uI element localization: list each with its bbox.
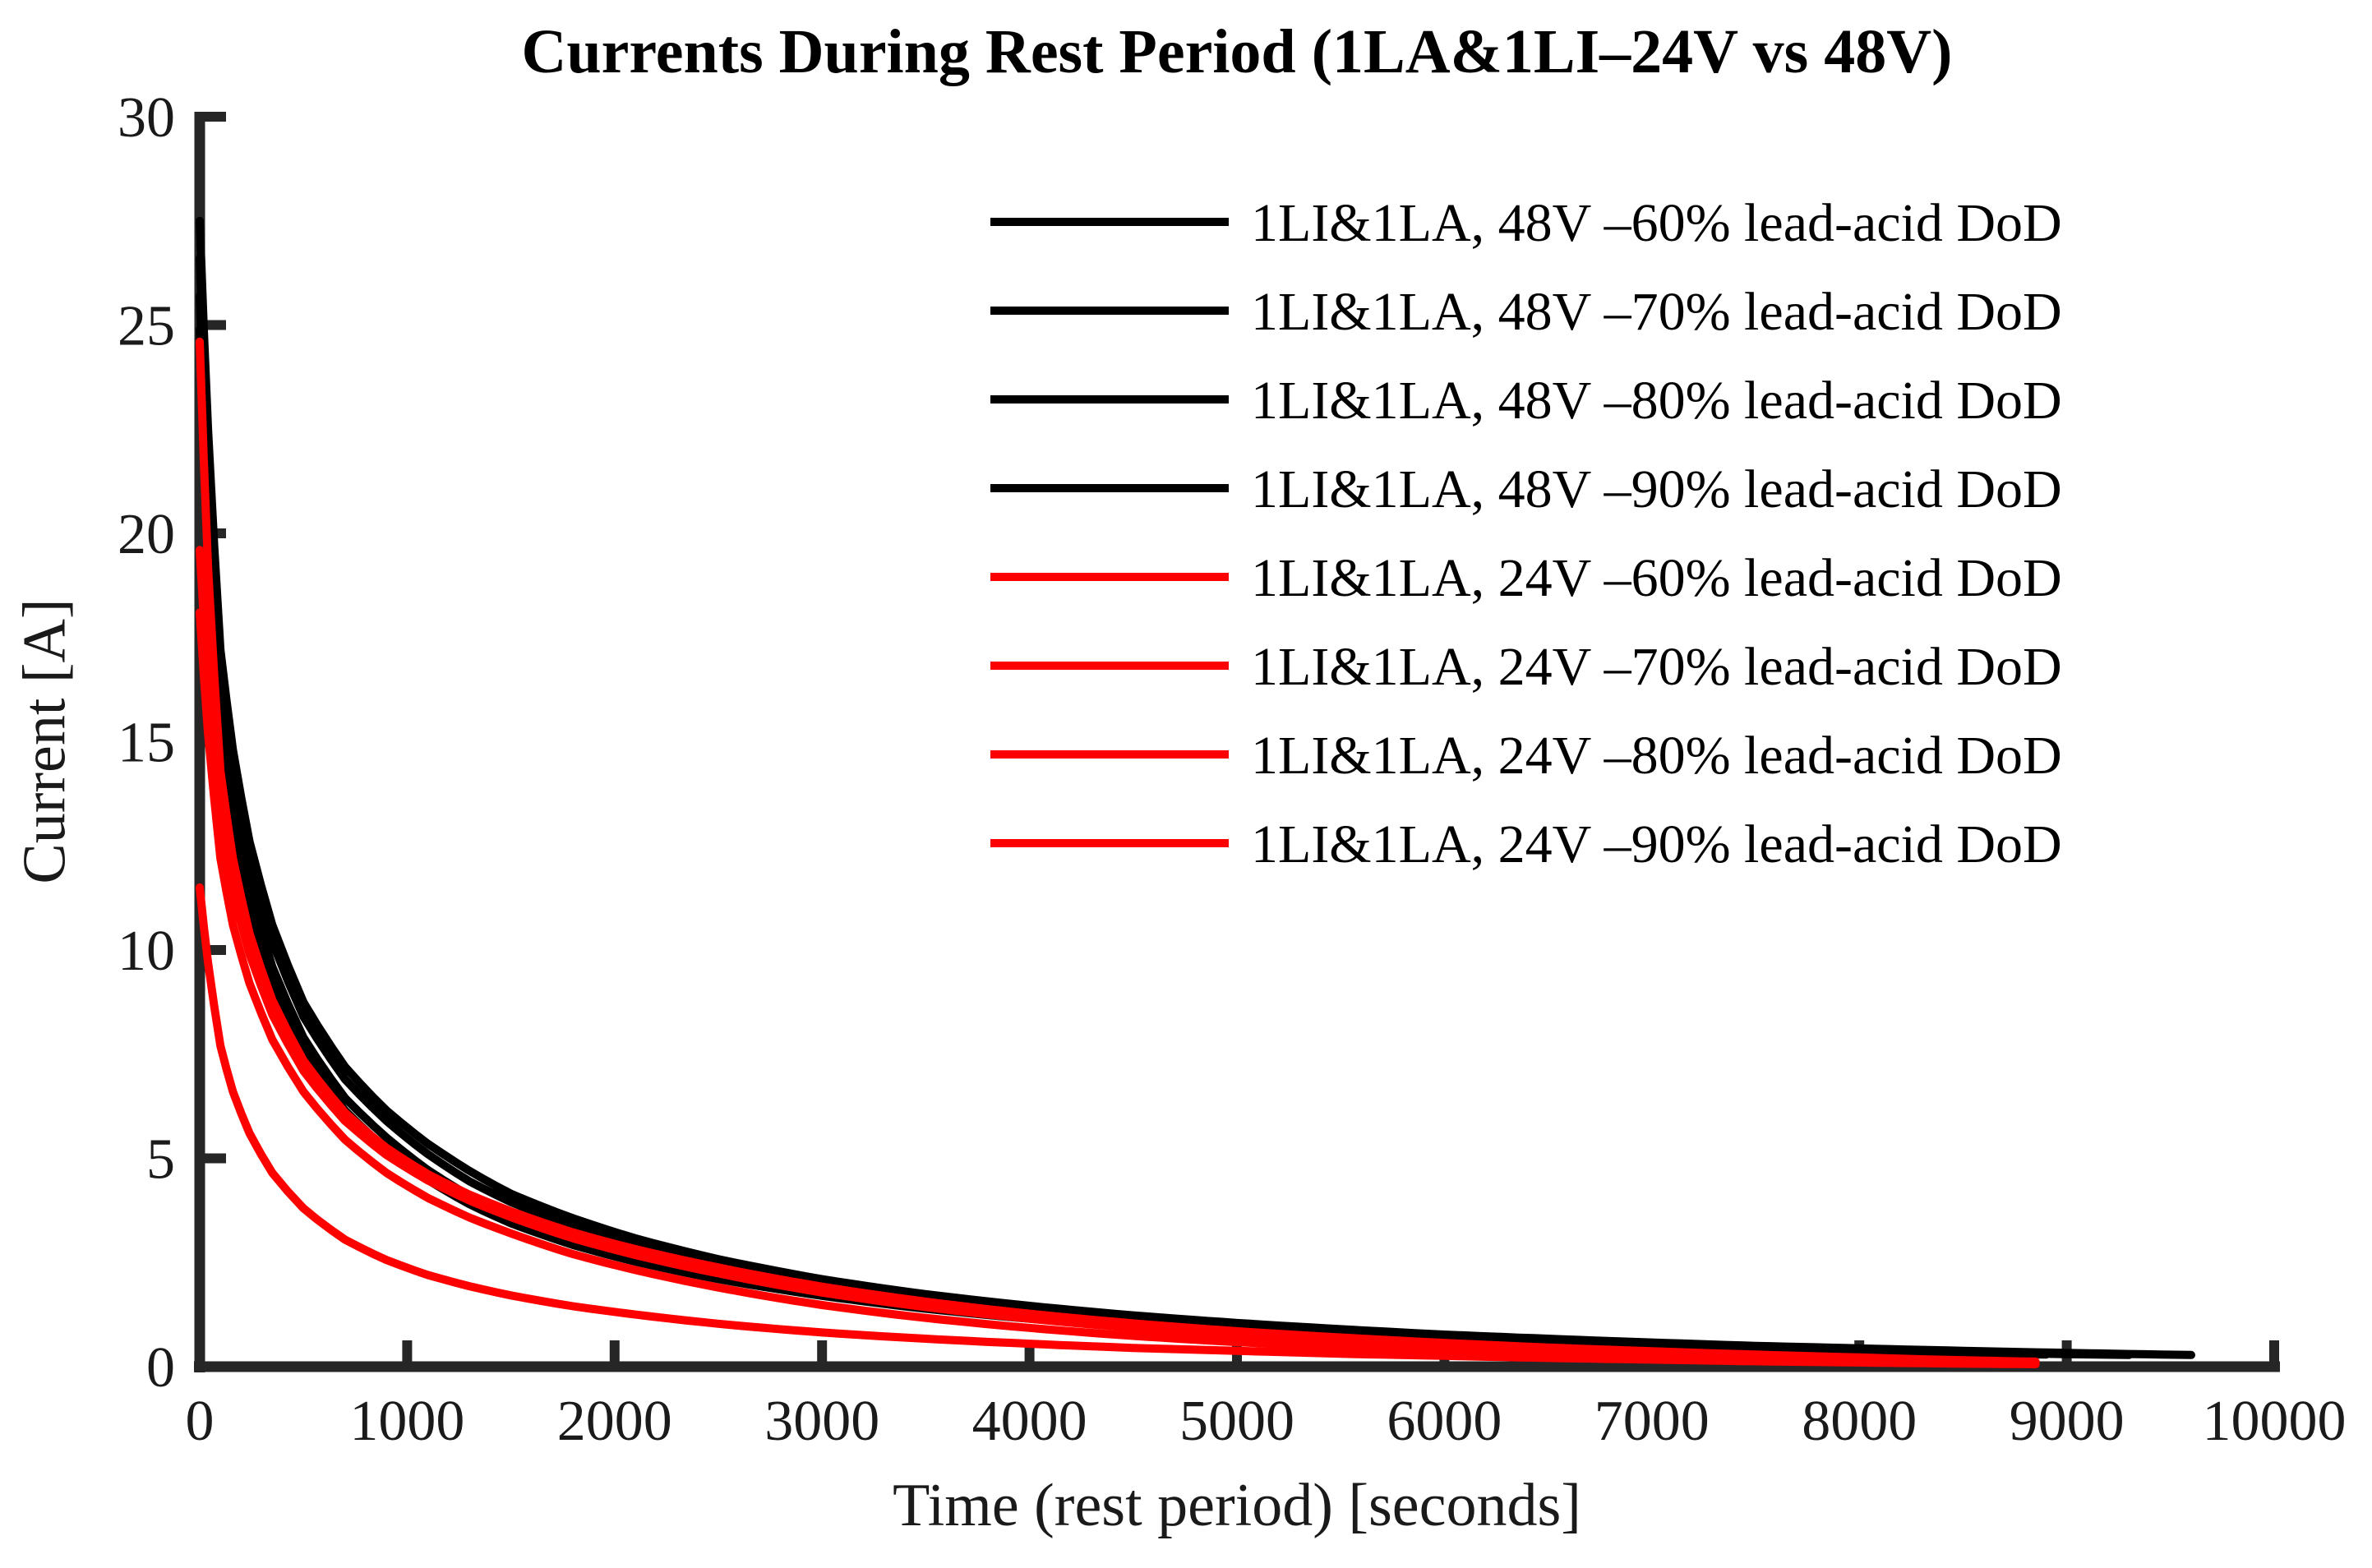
legend-entry-label-6: 1LI&1LA, 24V –80% lead-acid DoD [1251,726,2062,786]
x-tick-label: 0 [186,1390,215,1453]
legend-entry-label-3: 1LI&1LA, 48V –90% lead-acid DoD [1251,459,2062,519]
chart-title: Currents During Rest Period (1LA&1LI–24V… [521,17,1953,86]
y-tick-label: 25 [118,295,175,358]
legend-entry-label-7: 1LI&1LA, 24V –90% lead-acid DoD [1251,814,2062,874]
x-axis-label: Time (rest period) [seconds] [893,1472,1581,1539]
legend-entry-label-2: 1LI&1LA, 48V –80% lead-acid DoD [1251,371,2062,431]
legend-entry-label-4: 1LI&1LA, 24V –60% lead-acid DoD [1251,548,2062,608]
legend-entry-label-0: 1LI&1LA, 48V –60% lead-acid DoD [1251,193,2062,253]
x-tick-label: 2000 [557,1390,672,1453]
y-tick-label: 0 [146,1336,175,1400]
legend-entry-label-5: 1LI&1LA, 24V –70% lead-acid DoD [1251,637,2062,697]
x-tick-label: 9000 [2010,1390,2125,1453]
x-tick-label: 3000 [764,1390,879,1453]
x-tick-label: 10000 [2203,1390,2347,1453]
y-tick-label: 30 [118,86,175,150]
x-tick-label: 6000 [1387,1390,1502,1453]
y-tick-label: 10 [118,920,175,983]
y-tick-label: 5 [146,1128,175,1192]
x-tick-label: 7000 [1594,1390,1710,1453]
y-axis-label: Current [A] [11,598,79,884]
y-tick-label: 15 [118,712,175,775]
x-tick-label: 5000 [1179,1390,1294,1453]
x-tick-label: 1000 [349,1390,464,1453]
legend-entry-label-1: 1LI&1LA, 48V –70% lead-acid DoD [1251,282,2062,342]
series-curve-7 [196,883,2040,1368]
x-tick-label: 8000 [1802,1390,1917,1453]
y-tick-label: 20 [118,503,175,566]
x-tick-label: 4000 [972,1390,1087,1453]
